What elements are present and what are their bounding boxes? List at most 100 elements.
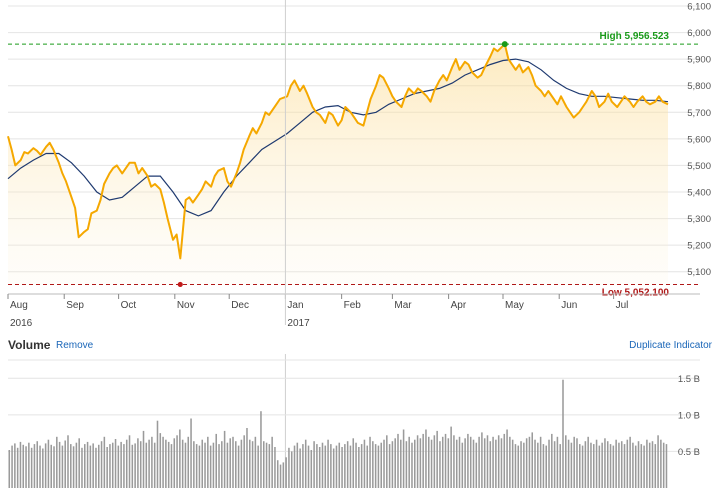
volume-bar	[461, 442, 464, 488]
volume-bar	[56, 436, 58, 488]
low-label: Low 5,052.100	[602, 287, 670, 298]
volume-bar	[402, 429, 405, 488]
volume-bar	[114, 439, 117, 488]
volume-bar	[374, 444, 377, 488]
y-tick-label: 5,200	[687, 241, 711, 252]
volume-bar	[176, 435, 178, 488]
volume-bar	[352, 438, 355, 488]
price-line	[7, 43, 669, 260]
volume-bar	[408, 436, 410, 488]
volume-bar	[565, 435, 567, 488]
x-tick-label: Oct	[121, 300, 137, 311]
volume-bar	[70, 444, 72, 488]
volume-bar	[44, 443, 47, 488]
volume-bar	[531, 432, 534, 488]
volume-bar	[221, 441, 223, 488]
volume-bar	[229, 438, 231, 488]
volume-tick-label: 1.0 B	[678, 410, 700, 421]
volume-bar	[25, 446, 27, 488]
y-tick-label: 5,300	[687, 214, 711, 225]
volume-bar	[453, 435, 455, 488]
volume-bar	[321, 442, 324, 488]
volume-bar	[662, 442, 665, 488]
volume-header: Volume Remove Duplicate Indicator	[0, 337, 715, 355]
volume-bar	[47, 439, 50, 488]
price-area-fill	[8, 44, 668, 285]
volume-bar	[151, 436, 153, 488]
y-tick-label: 5,400	[687, 188, 711, 199]
volume-bar	[243, 435, 245, 488]
low-marker	[177, 281, 183, 288]
volume-bar	[646, 439, 648, 488]
volume-bar	[506, 429, 508, 488]
volume-bar	[209, 445, 212, 488]
volume-bar	[215, 433, 217, 488]
volume-bar	[383, 439, 385, 488]
volume-bar	[455, 439, 458, 488]
volume-bar	[131, 444, 134, 488]
volume-bar	[28, 442, 30, 488]
y-tick-label: 5,900	[687, 55, 711, 66]
volume-bar	[623, 444, 626, 488]
volume-bar	[626, 439, 629, 488]
volume-y-axis: 0.5 B 1.0 B 1.5 B	[678, 374, 700, 458]
volume-bar	[262, 441, 265, 488]
volume-bar	[335, 445, 338, 488]
high-marker	[501, 41, 508, 48]
volume-bar	[447, 438, 450, 488]
x-tick-label: Feb	[344, 300, 362, 311]
volume-bar	[539, 436, 542, 488]
volume-bar	[556, 436, 559, 488]
volume-bar	[86, 441, 89, 488]
x-tick-label: Apr	[451, 300, 467, 311]
volume-bar	[553, 441, 556, 488]
x-tick-label: Jan	[287, 300, 303, 311]
volume-bar	[634, 445, 637, 488]
volume-bar	[95, 447, 97, 488]
volume-bar	[92, 443, 94, 488]
volume-bar	[579, 444, 581, 488]
volume-bar	[643, 445, 645, 488]
volume-bar	[271, 436, 273, 488]
volume-bar	[551, 433, 553, 488]
volume-bar	[419, 438, 422, 488]
volume-bar	[318, 447, 321, 488]
volume-bar	[195, 444, 198, 488]
volume-bar	[167, 441, 170, 488]
moving-average-line	[7, 58, 669, 217]
volume-bar	[30, 447, 33, 488]
y-tick-label: 5,800	[687, 81, 711, 92]
volume-bar	[478, 436, 480, 488]
volume-bar	[422, 433, 424, 488]
volume-bar	[503, 433, 506, 488]
volume-bar	[207, 436, 209, 488]
volume-bar	[302, 444, 304, 488]
volume-bar	[567, 439, 570, 488]
volume-bar	[500, 438, 503, 488]
volume-bar	[573, 436, 575, 488]
volume-bar	[592, 444, 595, 488]
remove-volume-link[interactable]: Remove	[56, 340, 94, 351]
volume-bar	[153, 442, 156, 488]
volume-bar	[612, 445, 615, 488]
volume-bar	[517, 445, 520, 488]
volume-bar	[397, 433, 399, 488]
volume-bar	[615, 439, 617, 488]
volume-bar	[433, 435, 436, 488]
year-label: 2016	[10, 318, 33, 329]
volume-bar	[299, 448, 301, 488]
volume-bar	[100, 441, 103, 488]
volume-bar	[481, 432, 483, 488]
volume-bar	[545, 445, 547, 488]
volume-bar	[400, 439, 402, 488]
volume-bar	[366, 445, 369, 488]
volume-bar	[226, 442, 229, 488]
volume-bar	[288, 447, 290, 488]
volume-bar	[89, 445, 92, 488]
volume-bar	[67, 435, 69, 488]
volume-bar	[486, 435, 489, 488]
volume-bar	[562, 379, 564, 488]
volume-bar	[125, 439, 128, 488]
duplicate-indicator-link[interactable]: Duplicate Indicator	[629, 340, 712, 351]
